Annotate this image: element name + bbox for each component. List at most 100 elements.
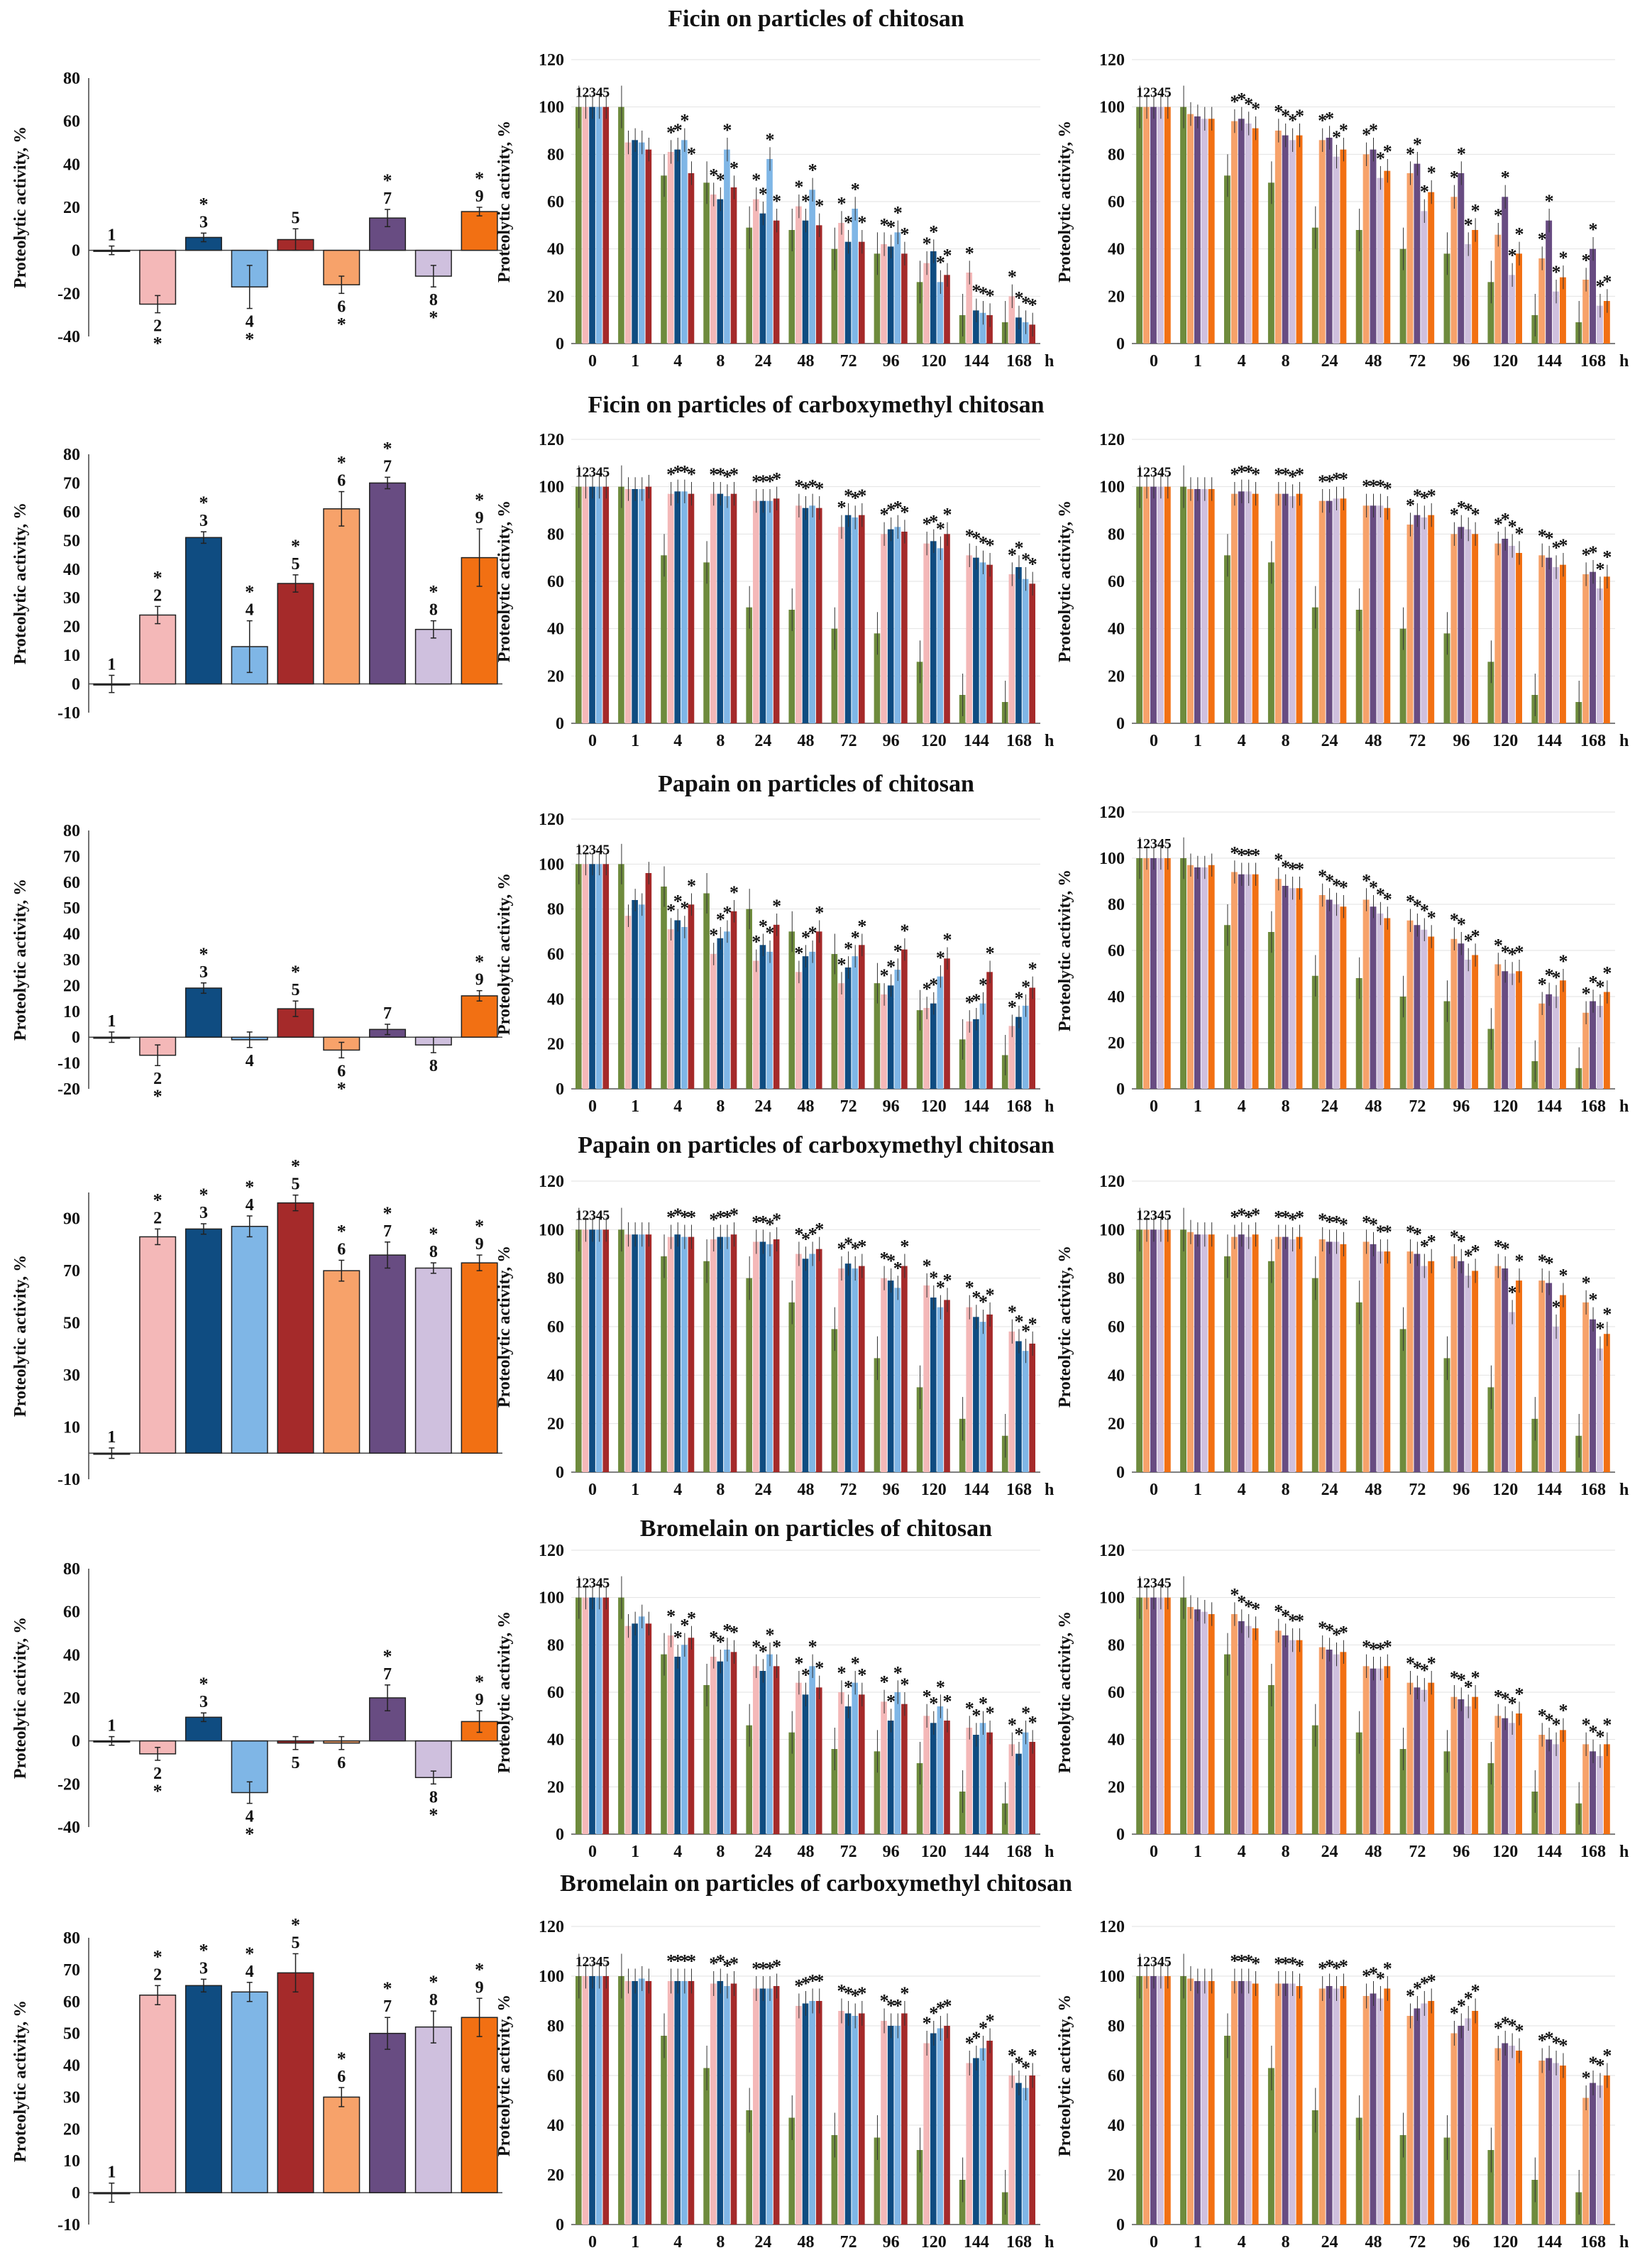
bar [730,1652,737,1834]
significance-star: * [1274,464,1283,485]
bar [752,960,759,1089]
bar [1252,128,1259,344]
bar [730,1234,737,1472]
bar [1559,1295,1566,1472]
x-tick-label: 0 [1150,2233,1158,2252]
significance-star: * [673,120,683,141]
bar [231,1991,268,2193]
bar [1194,116,1201,344]
y-tick-label: 20 [63,1689,80,1708]
bar [1559,1730,1566,1834]
series-label: 5 [1164,465,1172,481]
y-tick-label: 20 [1108,1415,1125,1434]
significance-star: * [1021,292,1030,313]
series-label: 1 [1136,1576,1143,1591]
bar [1230,1614,1238,1834]
significance-star: * [1538,526,1547,547]
significance-star: * [673,892,683,912]
significance-star: * [1244,94,1253,114]
bar [661,1654,667,1834]
series-label: 5 [1164,1954,1172,1970]
x-tick-label: 0 [588,2233,597,2252]
series-label: 2 [582,842,589,857]
panel-title-ficin-chitosan: Ficin on particles of chitosan [668,6,964,32]
data-label: 5 [292,209,300,227]
bar [1333,1241,1340,1472]
significance-star: * [751,932,761,953]
significance-star: * [1288,1953,1297,1974]
bar [681,491,688,723]
bar [632,1981,638,2225]
bar [139,1236,177,1454]
significance-star: * [383,1203,392,1224]
bar [1311,227,1318,344]
significance-star: * [245,1177,254,1197]
bar [1201,489,1208,723]
bar [1157,1229,1164,1472]
significance-star: * [1602,547,1612,568]
bar [1029,324,1035,344]
bar [1487,1029,1494,1089]
bar [766,1244,773,1472]
significance-star: * [1494,1236,1503,1257]
x-tick-label: 4 [1238,1481,1246,1499]
significance-star: * [1545,965,1554,986]
bar [1421,517,1428,723]
x-tick-label: 1 [1194,1481,1202,1499]
significance-star: * [1515,523,1524,544]
significance-star: * [1515,1251,1524,1271]
bar [1194,867,1201,1089]
bar [831,248,838,344]
bar [874,2137,881,2225]
significance-star: * [815,1658,824,1679]
bar [1421,1689,1428,1834]
significance-star: * [1457,1669,1466,1690]
bar [717,1661,724,1834]
bar [632,900,638,1089]
data-label: 8 [429,1057,438,1075]
bar [1399,997,1406,1089]
series-label: 4 [596,465,603,481]
bar [661,2036,667,2225]
significance-star: * [666,1951,676,1972]
y-tick-label: 100 [1099,850,1125,868]
significance-star: * [900,1983,909,2004]
significance-star: * [680,462,689,483]
bar [1487,282,1494,344]
bar [1289,1239,1296,1472]
bar [1421,211,1428,344]
y-tick-label: 80 [1108,2017,1125,2036]
bar [859,515,865,723]
significance-star: * [1281,1207,1290,1228]
significance-star: * [751,170,761,190]
bar [1596,1006,1603,1089]
bar [916,662,923,723]
x-tick-label: 168 [1006,732,1032,750]
bar [881,1278,887,1472]
bar [901,1704,908,1834]
bar [1596,588,1603,723]
significance-star: * [1325,1956,1334,1977]
bar [1450,1696,1458,1834]
significance-star: * [199,944,208,965]
significance-star: * [965,1698,974,1718]
significance-star: * [1494,2018,1503,2039]
significance-star: * [1274,1953,1283,1974]
bar [1282,1635,1289,1834]
significance-star: * [900,1674,909,1695]
bar [1377,1251,1384,1472]
bar [1546,2058,1553,2225]
bar [1252,1983,1259,2225]
series-label: 4 [1157,85,1164,101]
significance-star: * [979,533,988,554]
bar [1428,515,1435,723]
significance-star: * [1494,514,1503,534]
bar [966,1307,973,1472]
x-tick-label: 168 [1580,2233,1606,2252]
bar [1245,1625,1252,1834]
x-tick-label: 48 [798,1481,815,1499]
bar [802,508,809,723]
bar [703,893,710,1089]
bar [852,956,859,1089]
bar [1267,182,1274,344]
